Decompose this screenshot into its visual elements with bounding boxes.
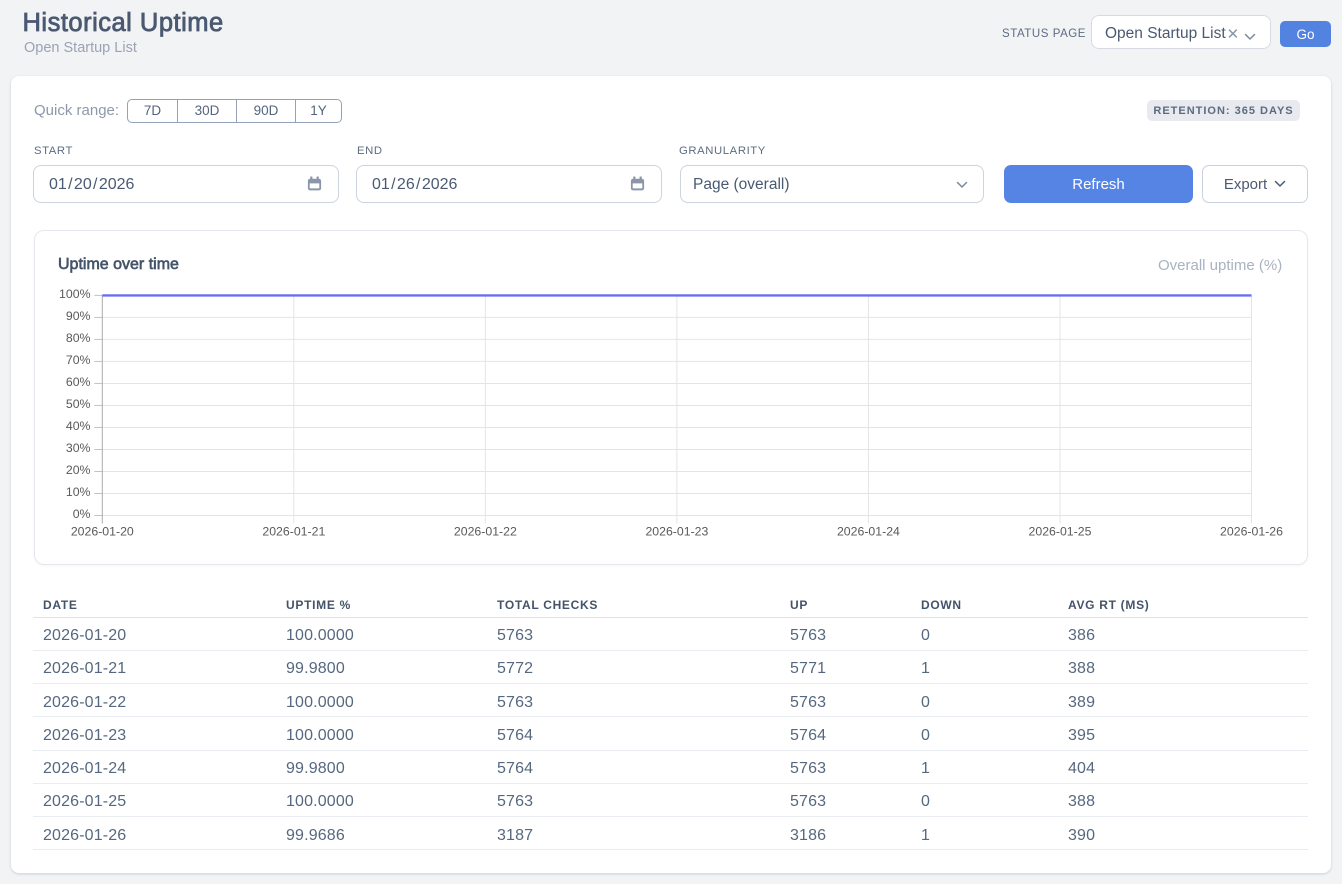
svg-text:2026-01-21: 2026-01-21	[262, 525, 325, 539]
svg-text:2026-01-26: 2026-01-26	[1220, 525, 1283, 539]
svg-text:70%: 70%	[66, 353, 91, 367]
svg-text:0%: 0%	[73, 507, 91, 521]
svg-text:2026-01-22: 2026-01-22	[454, 525, 517, 539]
svg-text:2026-01-23: 2026-01-23	[645, 525, 708, 539]
svg-text:2026-01-24: 2026-01-24	[837, 525, 900, 539]
svg-text:30%: 30%	[66, 441, 91, 455]
svg-text:100%: 100%	[59, 287, 91, 301]
svg-text:2026-01-25: 2026-01-25	[1029, 525, 1092, 539]
svg-text:40%: 40%	[66, 419, 91, 433]
svg-text:50%: 50%	[66, 397, 91, 411]
svg-text:80%: 80%	[66, 331, 91, 345]
svg-text:10%: 10%	[66, 485, 91, 499]
svg-text:2026-01-20: 2026-01-20	[71, 525, 134, 539]
svg-text:90%: 90%	[66, 309, 91, 323]
svg-text:60%: 60%	[66, 375, 91, 389]
svg-text:20%: 20%	[66, 463, 91, 477]
